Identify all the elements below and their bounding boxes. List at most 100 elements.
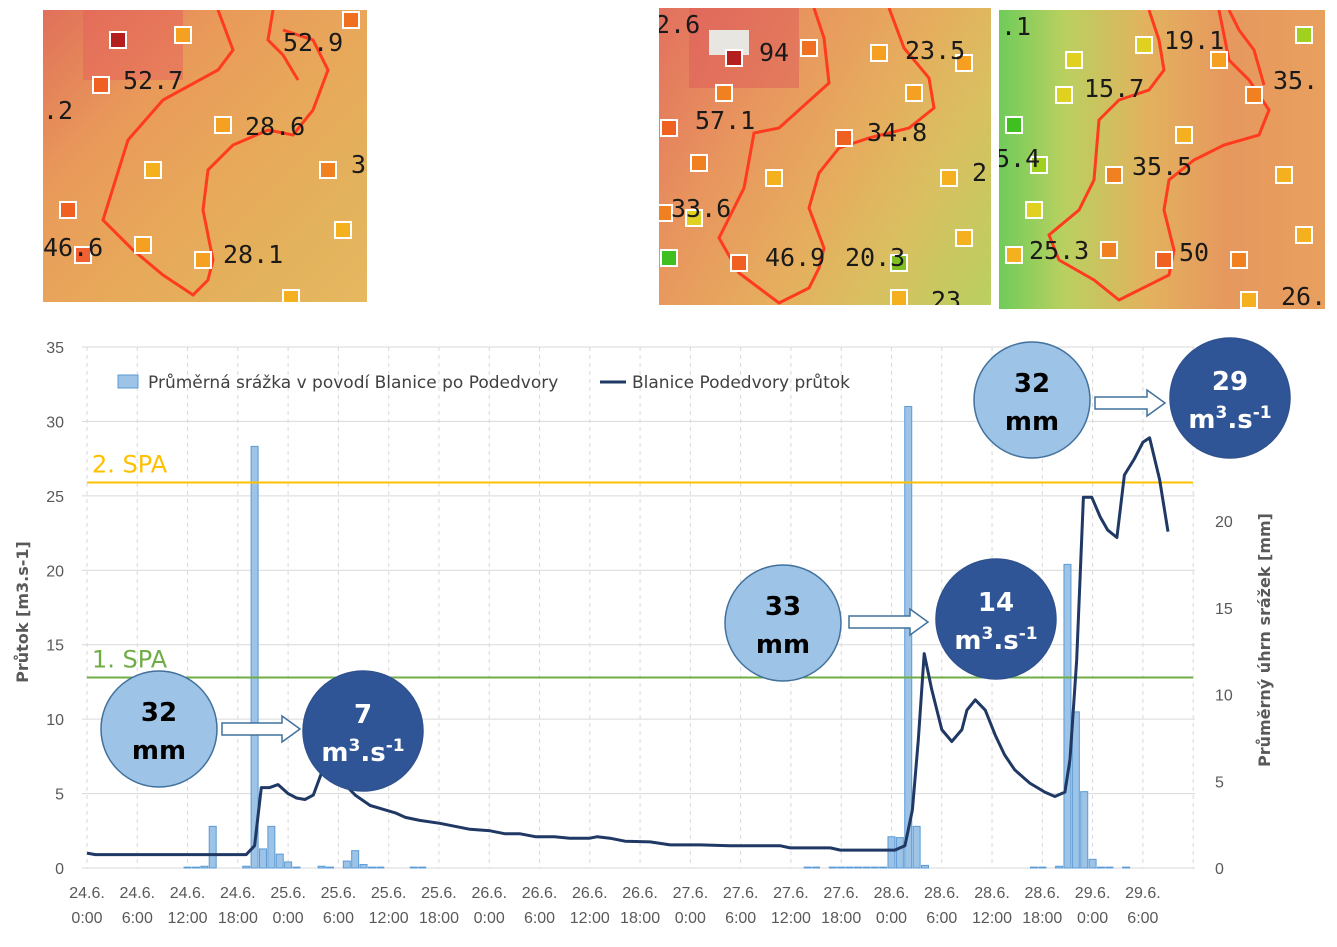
- map-value-label: 52.7: [123, 66, 184, 95]
- station-marker: [74, 246, 92, 264]
- flow-unit-part: m: [954, 626, 981, 656]
- legend-label-flow: Blanice Podedvory průtok: [632, 373, 850, 393]
- map-value-label: 52.9: [283, 28, 344, 57]
- flow-unit-part: 3: [982, 624, 994, 644]
- map-value-label: 28.1: [223, 240, 284, 269]
- precipitation-bar: [250, 445, 259, 869]
- map-value-label: 26.: [1281, 282, 1325, 309]
- y-axis-title: Průtok [m3.s-1]: [13, 541, 32, 683]
- legend-label-precip: Průměrná srážka v povodí Blanice po Pode…: [148, 373, 558, 393]
- rain-unit: mm: [756, 630, 810, 660]
- station-marker: [1175, 126, 1193, 144]
- station-marker: [1295, 26, 1313, 44]
- x-tick-time: 0:00: [474, 910, 505, 927]
- precipitation-bar: [1038, 866, 1047, 869]
- map-value-label: 15.7: [1084, 74, 1145, 103]
- station-marker: [1210, 51, 1228, 69]
- station-marker: [144, 161, 162, 179]
- precipitation-bar: [242, 865, 251, 869]
- station-marker: [1135, 36, 1153, 54]
- station-marker: [690, 154, 708, 172]
- precipitation-bar: [342, 860, 351, 869]
- map-value-label: 28.6: [245, 112, 306, 141]
- x-tick-time: 18:00: [419, 910, 459, 927]
- map-value-label: .1: [1001, 12, 1032, 41]
- precipitation-bar: [200, 865, 209, 869]
- map-value-label: 35.5: [1132, 152, 1193, 181]
- station-marker: [890, 289, 908, 305]
- station-marker: [835, 129, 853, 147]
- x-tick-date: 25.6.: [371, 885, 407, 902]
- precipitation-bar: [1088, 858, 1097, 869]
- x-tick-time: 0:00: [1077, 910, 1108, 927]
- y-tick-label: 30: [46, 414, 64, 431]
- station-marker: [1230, 251, 1248, 269]
- precipitation-bar: [351, 850, 360, 869]
- precipitation-bar: [258, 848, 267, 869]
- x-tick-time: 0:00: [876, 910, 907, 927]
- precipitation-map-2: 2.6 94 23.5 57.1 34.8 2 33.6 46.9 20.3 2…: [659, 8, 991, 305]
- x-tick-date: 28.6.: [924, 885, 960, 902]
- precipitation-bar: [418, 866, 427, 869]
- y2-tick-label: 15: [1215, 601, 1233, 618]
- rain-bubble: [724, 564, 842, 682]
- precipitation-bar: [828, 866, 837, 869]
- y2-tick-label: 20: [1215, 514, 1233, 531]
- flow-value: 7: [354, 700, 372, 730]
- precipitation-bar: [1071, 711, 1080, 869]
- station-marker: [800, 39, 818, 57]
- x-tick-date: 25.6.: [321, 885, 357, 902]
- map-value-label: 57.1: [695, 106, 756, 135]
- station-marker: [890, 254, 908, 272]
- x-tick-time: 18:00: [821, 910, 861, 927]
- x-tick-time: 6:00: [1127, 910, 1158, 927]
- station-marker: [319, 161, 337, 179]
- precipitation-bar: [803, 866, 812, 869]
- precipitation-bar: [1105, 866, 1114, 869]
- x-tick-time: 12:00: [570, 910, 610, 927]
- flow-unit: m3.s-1: [321, 736, 404, 768]
- flow-value: 29: [1212, 367, 1248, 397]
- map-value-label: 20.3: [845, 243, 906, 272]
- y-axis-right: 0 5 10 15 20: [1215, 514, 1233, 878]
- map-value-label: 46.6: [43, 233, 104, 262]
- x-tick-date: 28.6.: [1025, 885, 1061, 902]
- precipitation-bar: [1122, 866, 1131, 869]
- map-3-overlay: [1005, 10, 1313, 309]
- station-marker: [1105, 166, 1123, 184]
- station-marker: [955, 229, 973, 247]
- map-value-label: 25.3: [1029, 236, 1090, 265]
- station-marker: [1005, 116, 1023, 134]
- precipitation-bar: [887, 836, 896, 869]
- flow-bubble: [302, 670, 424, 792]
- x-tick-time: 6:00: [926, 910, 957, 927]
- station-marker: [660, 249, 678, 267]
- precipitation-bar: [267, 825, 276, 869]
- x-tick-date: 24.6.: [69, 885, 105, 902]
- station-marker: [92, 76, 110, 94]
- x-tick-date: 24.6.: [170, 885, 206, 902]
- station-marker: [660, 119, 678, 137]
- station-marker: [1155, 251, 1173, 269]
- precipitation-bar: [292, 866, 301, 869]
- y2-axis-title: Průměrný úhrn srážek [mm]: [1255, 513, 1274, 767]
- precipitation-bar: [1080, 791, 1089, 869]
- x-tick-date: 25.6.: [270, 885, 306, 902]
- map-value-label: 46.9: [765, 243, 826, 272]
- flow-bubble: [1169, 337, 1291, 459]
- map-value-label: 23.5: [905, 36, 966, 65]
- rain-bubble: [973, 341, 1091, 459]
- map-value-label: 3: [351, 150, 367, 179]
- flow-unit-part: 3: [1216, 403, 1228, 423]
- precipitation-bar: [837, 866, 846, 869]
- x-tick-date: 27.6.: [773, 885, 809, 902]
- map-value-label: 50: [1179, 238, 1210, 267]
- station-marker: [1245, 86, 1263, 104]
- precipitation-bar: [326, 866, 335, 869]
- station-marker: [1055, 86, 1073, 104]
- map-value-label: 23: [931, 286, 962, 305]
- legend: Průměrná srážka v povodí Blanice po Pode…: [117, 373, 850, 393]
- x-tick-time: 12:00: [369, 910, 409, 927]
